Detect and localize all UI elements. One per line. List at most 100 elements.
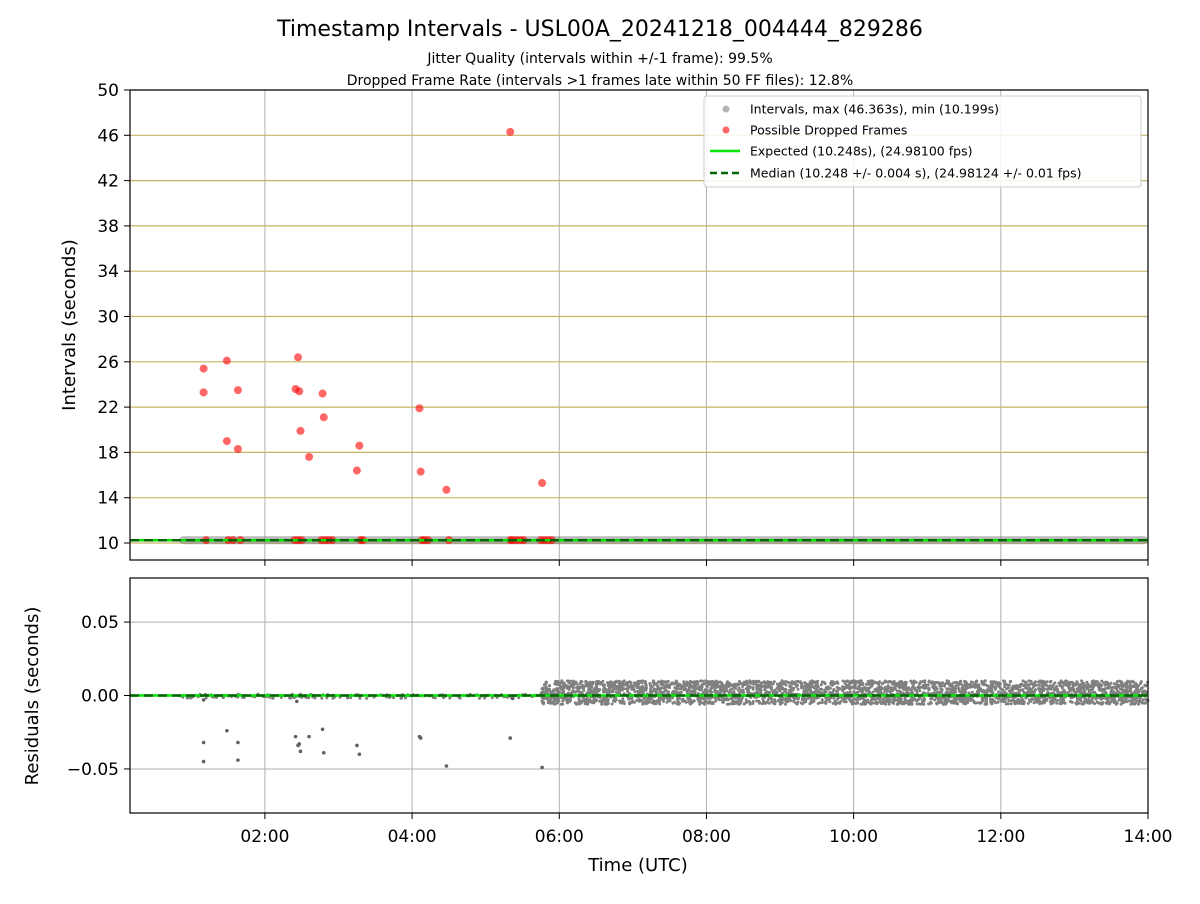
residual-point <box>886 689 890 693</box>
residual-point <box>718 691 722 695</box>
residual-point <box>661 683 665 687</box>
residual-point <box>665 696 669 700</box>
residual-point <box>911 684 915 688</box>
residual-point <box>583 702 587 706</box>
residual-point <box>892 699 896 703</box>
top-y-tick-label: 50 <box>97 81 119 101</box>
residual-point <box>841 689 845 693</box>
residual-point <box>729 697 733 701</box>
residual-point <box>728 688 732 692</box>
residual-outlier-point <box>418 736 423 740</box>
residual-point <box>917 702 921 706</box>
residual-point <box>859 679 863 683</box>
residual-point <box>1044 680 1048 684</box>
residual-point <box>926 691 930 695</box>
dropped-frame-point <box>233 445 242 454</box>
residual-point <box>601 699 605 703</box>
residual-point <box>681 699 685 703</box>
chart-title: Timestamp Intervals - USL00A_20241218_00… <box>276 17 923 42</box>
residual-point <box>1063 680 1067 684</box>
residual-point <box>985 700 988 704</box>
residual-point <box>794 682 798 686</box>
residual-point <box>824 696 828 700</box>
residual-point <box>365 696 369 700</box>
residual-point <box>803 681 807 685</box>
dropped-frame-point <box>222 437 231 446</box>
residual-point <box>711 682 715 686</box>
residual-point <box>548 689 552 693</box>
residual-point <box>587 683 591 687</box>
residual-point <box>697 686 701 690</box>
residual-point <box>1081 702 1085 706</box>
residual-point <box>1085 680 1089 684</box>
residual-point <box>571 684 575 688</box>
residual-point <box>1045 697 1049 701</box>
residual-point <box>1060 697 1064 701</box>
residual-point <box>815 681 819 684</box>
residual-point <box>874 681 878 685</box>
residual-point <box>549 697 553 701</box>
residual-point <box>674 691 678 695</box>
residual-point <box>1136 699 1140 703</box>
residual-point <box>963 689 967 693</box>
residual-point <box>1099 697 1103 701</box>
residual-point <box>848 691 852 695</box>
residual-point <box>648 682 652 685</box>
residual-point <box>1091 682 1095 686</box>
residual-point <box>1031 691 1034 695</box>
legend-marker-intervals <box>722 105 730 113</box>
residual-point <box>596 689 600 693</box>
residual-point <box>796 687 800 691</box>
residual-point <box>771 689 775 693</box>
residual-point <box>927 687 931 691</box>
residual-point <box>901 685 905 689</box>
residual-point <box>689 698 693 702</box>
residual-point <box>477 696 481 700</box>
residual-point <box>556 697 560 701</box>
residual-point <box>916 685 920 689</box>
residual-point <box>483 696 487 700</box>
residual-point <box>920 702 923 706</box>
residual-point <box>643 680 647 683</box>
residual-point <box>883 699 887 703</box>
residual-point <box>927 702 931 706</box>
residual-outlier-point <box>510 696 515 701</box>
residual-point <box>629 700 633 704</box>
residual-point <box>1125 688 1128 692</box>
residual-point <box>894 687 897 691</box>
residual-point <box>1135 685 1139 689</box>
residual-point <box>921 691 925 695</box>
residual-point <box>1109 681 1113 685</box>
residual-point <box>886 684 890 688</box>
residual-point <box>1001 697 1005 701</box>
residual-point <box>970 690 974 694</box>
residual-point <box>1077 687 1081 691</box>
residual-point <box>737 702 741 705</box>
residual-point <box>618 688 622 692</box>
residual-point <box>990 702 994 705</box>
legend-entry-label: Median (10.248 +/- 0.004 s), (24.98124 +… <box>750 166 1081 181</box>
residual-point <box>837 686 841 690</box>
residual-point <box>320 696 324 700</box>
residual-point <box>665 700 669 704</box>
residual-point <box>975 683 979 687</box>
residual-point <box>804 687 808 691</box>
residual-point <box>809 689 812 693</box>
residual-point <box>996 700 1000 704</box>
residual-outlier-point <box>540 765 544 770</box>
residual-point <box>916 698 920 702</box>
residual-point <box>542 683 546 687</box>
residual-point <box>1052 688 1056 692</box>
residual-point <box>689 701 692 705</box>
residual-point <box>874 688 878 692</box>
residual-point <box>692 699 696 703</box>
residual-point <box>685 680 689 684</box>
residual-point <box>784 688 788 692</box>
residual-point <box>765 691 768 695</box>
residual-point <box>965 683 969 687</box>
dropped-frame-point <box>538 478 547 487</box>
residual-point <box>869 698 873 702</box>
residual-point <box>400 696 404 700</box>
residual-point <box>989 685 993 689</box>
residual-point <box>1067 682 1071 686</box>
